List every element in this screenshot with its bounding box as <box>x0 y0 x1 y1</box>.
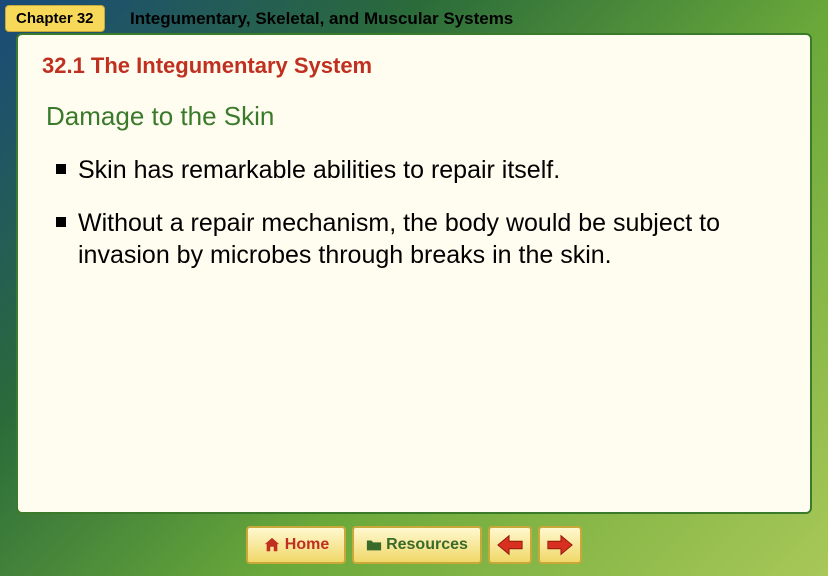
folder-icon <box>366 537 382 553</box>
subheading: Damage to the Skin <box>46 101 786 132</box>
list-item: Skin has remarkable abilities to repair … <box>56 154 786 187</box>
list-item: Without a repair mechanism, the body wou… <box>56 207 786 272</box>
content-panel: 32.1 The Integumentary System Damage to … <box>16 33 812 514</box>
resources-label: Resources <box>386 536 468 554</box>
chapter-title: Integumentary, Skeletal, and Muscular Sy… <box>130 9 513 29</box>
arrow-right-icon <box>546 533 574 557</box>
home-label: Home <box>285 536 329 554</box>
next-button[interactable] <box>538 526 582 564</box>
bottom-nav: Home Resources <box>0 526 828 564</box>
arrow-left-icon <box>496 533 524 557</box>
prev-button[interactable] <box>488 526 532 564</box>
bullet-list: Skin has remarkable abilities to repair … <box>56 154 786 272</box>
section-number: 32.1 The Integumentary System <box>42 53 786 79</box>
resources-button[interactable]: Resources <box>352 526 482 564</box>
home-icon <box>263 537 281 553</box>
home-button[interactable]: Home <box>246 526 346 564</box>
slide-frame: Chapter 32 Integumentary, Skeletal, and … <box>0 0 828 576</box>
chapter-tab: Chapter 32 <box>5 5 105 32</box>
